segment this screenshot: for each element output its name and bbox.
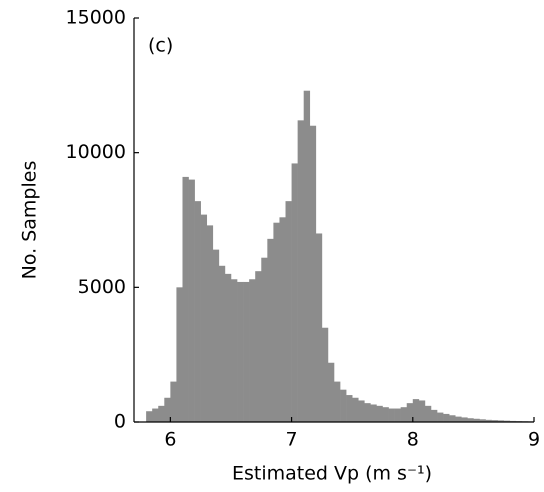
- bar: [164, 397, 171, 422]
- y-tick-label: 0: [114, 411, 126, 433]
- bar: [188, 179, 195, 422]
- bar: [224, 273, 232, 422]
- bar: [388, 408, 395, 422]
- bar: [218, 265, 226, 422]
- x-tick-label: 9: [528, 429, 540, 451]
- bar: [406, 403, 414, 422]
- bar: [297, 120, 304, 422]
- bar: [382, 407, 389, 422]
- bar: [424, 405, 432, 422]
- bar: [152, 408, 159, 422]
- bar: [279, 217, 286, 422]
- bar: [170, 381, 177, 422]
- bar: [237, 281, 244, 422]
- bar: [327, 362, 335, 422]
- bar: [243, 281, 250, 422]
- bar: [346, 395, 353, 422]
- bar: [309, 125, 317, 422]
- bar: [182, 176, 189, 422]
- x-tick-label: 7: [286, 429, 298, 451]
- bar: [400, 407, 408, 422]
- y-tick-label: 5000: [78, 276, 126, 298]
- bar: [443, 413, 450, 422]
- bar: [437, 412, 444, 422]
- bar: [206, 225, 214, 422]
- bar: [176, 287, 183, 422]
- bar: [230, 279, 238, 422]
- bar: [449, 415, 456, 422]
- bar: [291, 163, 298, 422]
- bar: [461, 417, 468, 422]
- x-tick-label: 6: [164, 429, 176, 451]
- bar: [340, 389, 347, 422]
- bar: [473, 418, 480, 422]
- bar: [255, 271, 262, 422]
- bar: [321, 327, 329, 422]
- bar: [412, 399, 420, 422]
- bar: [370, 404, 377, 422]
- x-tick-label: 8: [407, 429, 419, 451]
- bar: [497, 420, 504, 422]
- bar: [303, 90, 311, 422]
- bar: [194, 201, 201, 422]
- bar: [158, 405, 165, 422]
- bar: [364, 403, 371, 422]
- bar: [455, 416, 462, 422]
- x-axis-label: Estimated Vp (m s⁻¹): [232, 463, 432, 485]
- bar: [273, 222, 280, 422]
- bar: [267, 238, 274, 422]
- bar: [479, 419, 486, 422]
- bar: [358, 400, 365, 422]
- bar: [285, 201, 292, 422]
- bar: [200, 214, 208, 422]
- panel-label: (c): [148, 35, 173, 57]
- bar: [485, 419, 492, 422]
- bar: [315, 233, 323, 422]
- y-tick-label: 10000: [66, 141, 126, 163]
- bar: [249, 279, 256, 422]
- bar: [146, 411, 153, 422]
- bar: [503, 420, 511, 422]
- bar: [352, 397, 359, 422]
- bar: [261, 257, 268, 422]
- y-tick-label: 15000: [66, 7, 126, 29]
- y-axis-label: No. Samples: [19, 161, 41, 280]
- bar: [430, 409, 438, 422]
- bar: [491, 420, 498, 422]
- bar: [334, 381, 341, 422]
- bar: [418, 400, 426, 422]
- bar: [376, 405, 383, 422]
- bar: [467, 418, 474, 422]
- bar: [394, 408, 401, 422]
- bar: [212, 249, 220, 422]
